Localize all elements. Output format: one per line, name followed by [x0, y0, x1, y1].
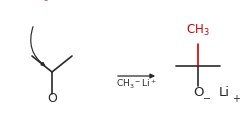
Text: Li: Li [218, 87, 230, 100]
Text: CH$_3$$^-$Li$^+$: CH$_3$$^-$Li$^+$ [116, 77, 156, 91]
Text: CH$_3$: CH$_3$ [186, 23, 210, 38]
Text: O: O [193, 87, 203, 100]
Text: −: − [203, 94, 211, 104]
Text: O: O [47, 92, 57, 105]
Text: +: + [232, 94, 240, 104]
Text: "CH$_3$$^-$": "CH$_3$$^-$" [25, 0, 63, 4]
